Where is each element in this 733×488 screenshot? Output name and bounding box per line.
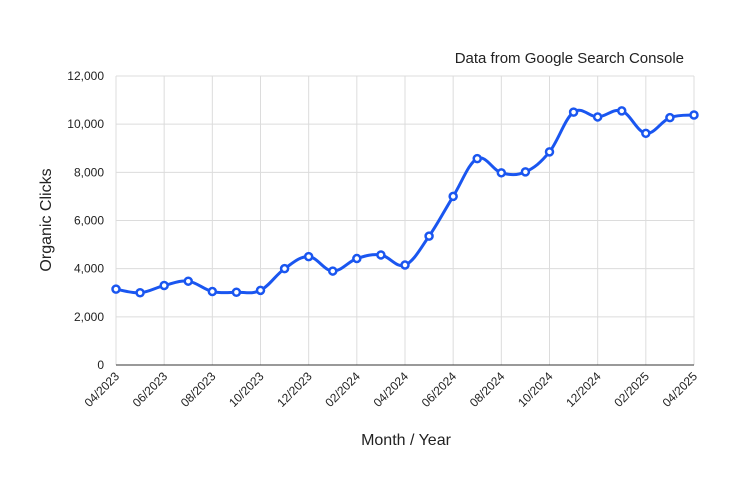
- data-point: [520, 167, 531, 177]
- y-tick-label: 6,000: [74, 214, 104, 228]
- x-tick-label: 08/2024: [467, 369, 508, 410]
- x-axis-ticks: 04/2023 06/2023 08/2023 10/2023 12/2023 02/20…: [82, 369, 701, 410]
- data-points: [111, 106, 699, 298]
- data-point: [568, 107, 579, 117]
- y-tick-label: 8,000: [74, 165, 104, 179]
- x-tick-label: 12/2024: [563, 369, 604, 410]
- data-point: [303, 251, 314, 262]
- data-point: [328, 266, 338, 276]
- data-point: [135, 288, 145, 298]
- data-point: [231, 287, 242, 298]
- x-tick-label: 10/2023: [226, 369, 267, 410]
- data-point: [352, 253, 362, 264]
- gridlines: [115, 75, 695, 366]
- y-tick-label: 10,000: [67, 117, 104, 131]
- source-annotation: Data from Google Search Console: [455, 50, 684, 67]
- data-point: [279, 263, 290, 274]
- data-point: [207, 286, 218, 297]
- data-point: [159, 280, 169, 291]
- data-point: [617, 106, 627, 116]
- y-tick-label: 0: [97, 358, 104, 372]
- x-tick-label: 04/2023: [82, 369, 123, 410]
- data-point: [641, 128, 651, 139]
- x-tick-label: 02/2024: [322, 369, 363, 410]
- data-point: [111, 284, 121, 294]
- data-point: [183, 276, 193, 286]
- y-axis-title: Organic Clicks: [38, 168, 55, 271]
- x-tick-label: 10/2024: [515, 369, 556, 410]
- y-tick-label: 4,000: [74, 262, 104, 276]
- data-point: [424, 231, 434, 241]
- y-tick-label: 2,000: [74, 310, 104, 324]
- x-tick-label: 02/2025: [611, 369, 652, 410]
- data-point: [665, 112, 675, 123]
- x-tick-label: 08/2023: [178, 369, 219, 410]
- data-point: [689, 110, 699, 120]
- data-point: [592, 112, 603, 122]
- data-point: [376, 250, 386, 260]
- x-tick-label: 04/2024: [371, 369, 412, 410]
- y-axis-ticks: 0 2,000 4,000 6,000 8,000 10,000 12,000: [67, 69, 104, 372]
- data-point: [448, 191, 458, 202]
- x-tick-label: 12/2023: [274, 369, 315, 410]
- x-tick-label: 06/2024: [419, 369, 460, 410]
- y-tick-label: 12,000: [67, 69, 104, 83]
- data-point: [544, 147, 555, 157]
- data-point: [400, 260, 410, 270]
- x-tick-label: 04/2025: [660, 369, 701, 410]
- x-axis-title: Month / Year: [361, 432, 452, 449]
- data-point: [496, 168, 507, 178]
- x-tick-label: 06/2023: [130, 369, 171, 410]
- data-point: [255, 285, 266, 296]
- data-point: [472, 153, 482, 164]
